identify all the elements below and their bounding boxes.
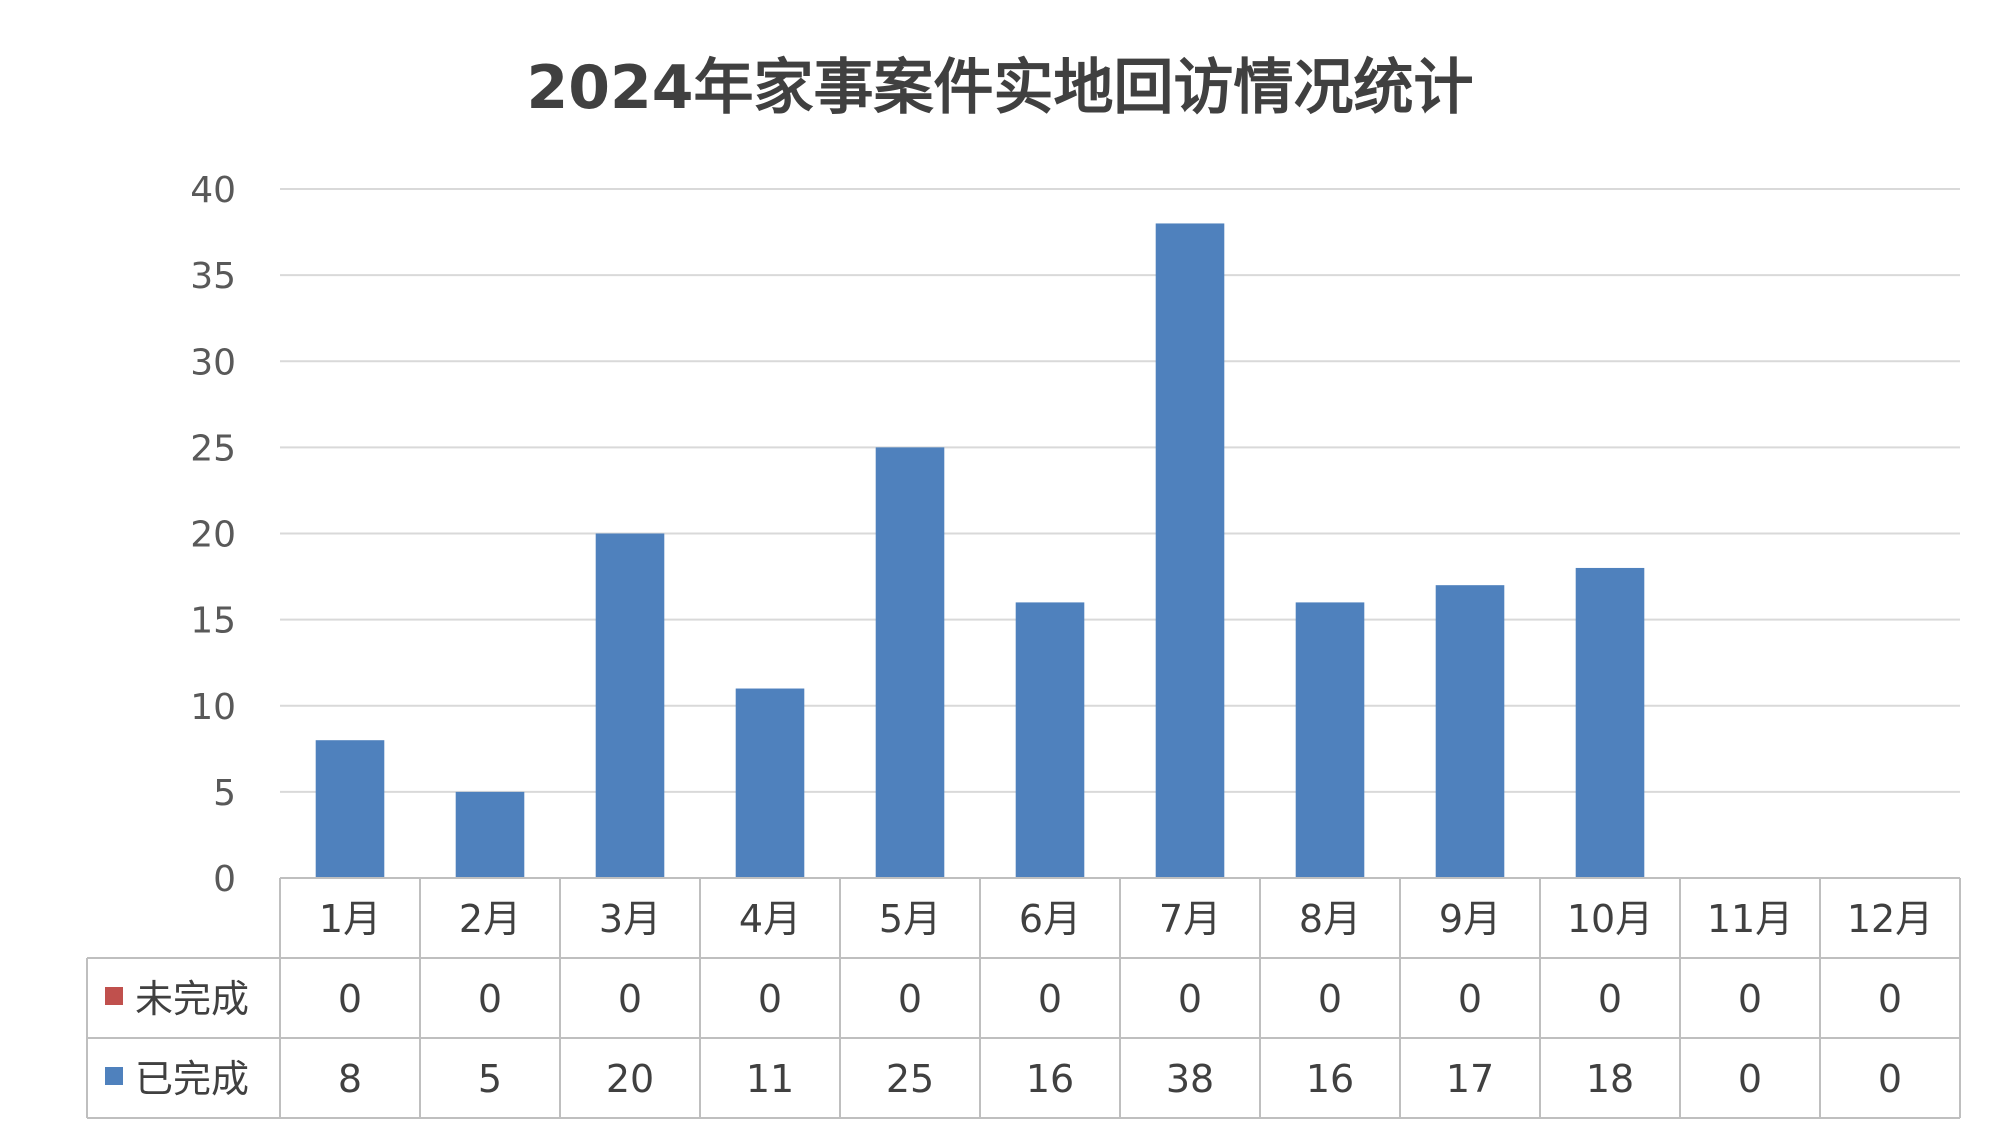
bar (1155, 223, 1225, 878)
data-label: 0 (1038, 977, 1062, 1021)
data-label: 25 (886, 1057, 934, 1101)
data-label: 0 (1458, 977, 1482, 1021)
data-label: 0 (618, 977, 642, 1021)
legend-label: 已完成 (135, 1057, 249, 1101)
bar (1295, 602, 1365, 878)
y-tick-label: 40 (190, 170, 236, 211)
x-tick-label: 8月 (1299, 897, 1361, 941)
y-tick-label: 0 (213, 859, 236, 900)
data-label: 0 (898, 977, 922, 1021)
data-label: 0 (1878, 1057, 1902, 1101)
bar (1435, 585, 1505, 878)
bar (315, 740, 385, 878)
data-label: 18 (1586, 1057, 1634, 1101)
bar (1015, 602, 1085, 878)
data-label: 0 (1178, 977, 1202, 1021)
y-tick-label: 20 (190, 515, 236, 556)
y-tick-label: 35 (190, 256, 236, 297)
data-label: 0 (1878, 977, 1902, 1021)
x-tick-label: 10月 (1567, 897, 1653, 941)
data-label: 8 (338, 1057, 362, 1101)
x-tick-label: 5月 (879, 897, 941, 941)
data-label: 17 (1446, 1057, 1494, 1101)
legend-label: 未完成 (135, 977, 249, 1021)
bar (595, 533, 665, 878)
x-tick-label: 12月 (1847, 897, 1933, 941)
y-axis: 0 5 10 15 20 25 30 35 40 (190, 170, 236, 900)
y-tick-label: 5 (213, 773, 236, 814)
data-label: 0 (478, 977, 502, 1021)
x-tick-label: 4月 (739, 897, 801, 941)
data-label: 0 (1318, 977, 1342, 1021)
x-tick-label: 11月 (1707, 897, 1793, 941)
x-tick-label: 3月 (599, 897, 661, 941)
data-label: 11 (746, 1057, 794, 1101)
data-label: 16 (1026, 1057, 1074, 1101)
x-tick-label: 1月 (319, 897, 381, 941)
data-label: 0 (1598, 977, 1622, 1021)
bar (455, 791, 525, 878)
x-tick-label: 2月 (459, 897, 521, 941)
data-label: 16 (1306, 1057, 1354, 1101)
x-tick-label: 6月 (1019, 897, 1081, 941)
y-tick-label: 30 (190, 342, 236, 383)
legend-swatch (105, 987, 123, 1005)
bar (735, 688, 805, 878)
legend-swatch (105, 1067, 123, 1085)
data-label: 20 (606, 1057, 654, 1101)
data-label: 0 (758, 977, 782, 1021)
bar (875, 447, 945, 878)
data-label: 38 (1166, 1057, 1214, 1101)
data-label: 0 (1738, 977, 1762, 1021)
x-tick-label: 7月 (1159, 897, 1221, 941)
bar (1575, 567, 1645, 878)
y-tick-label: 25 (190, 428, 236, 469)
data-label: 0 (1738, 1057, 1762, 1101)
data-label: 0 (338, 977, 362, 1021)
bars (315, 223, 1645, 878)
y-tick-label: 15 (190, 601, 236, 642)
x-tick-label: 9月 (1439, 897, 1501, 941)
data-label: 5 (478, 1057, 502, 1101)
y-tick-label: 10 (190, 687, 236, 728)
chart-title: 2024年家事案件实地回访情况统计 (527, 53, 1474, 123)
gridlines (280, 188, 1960, 793)
